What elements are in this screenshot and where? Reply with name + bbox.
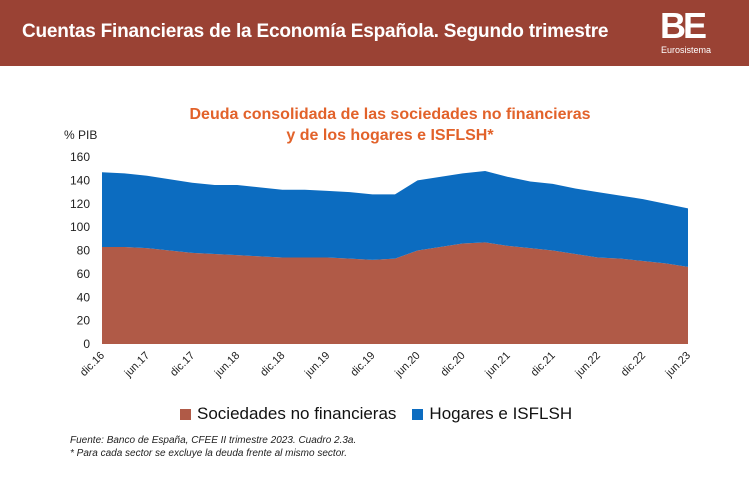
x-tick-label: dic.21 <box>529 350 558 379</box>
x-tick-label: dic.18 <box>258 350 287 379</box>
y-axis-unit: % PIB <box>64 128 98 142</box>
chart-title-line-1: Deuda consolidada de las sociedades no f… <box>189 106 591 123</box>
y-tick-label: 20 <box>77 314 91 328</box>
x-tick-label: jun.22 <box>573 350 603 380</box>
x-tick-label: dic.19 <box>348 350 377 379</box>
banco-espana-logo: BE Eurosistema <box>660 6 730 60</box>
legend-label-sociedades: Sociedades no financieras <box>197 404 397 423</box>
legend-item-sociedades: Sociedades no financieras <box>180 404 396 424</box>
chart-legend: Sociedades no financieras Hogares e ISFL… <box>180 403 588 425</box>
x-tick-label: dic.17 <box>168 350 197 379</box>
legend-item-hogares: Hogares e ISFLSH <box>412 404 572 424</box>
x-tick-label: jun.18 <box>212 350 242 380</box>
y-tick-label: 80 <box>77 244 91 258</box>
logo-subtitle: Eurosistema <box>661 45 712 55</box>
x-tick-label: dic.22 <box>619 350 648 379</box>
y-tick-label: 120 <box>70 197 90 211</box>
x-tick-label: jun.19 <box>302 350 332 380</box>
chart-title: Deuda consolidada de las sociedades no f… <box>100 104 680 146</box>
x-tick-label: dic.16 <box>78 350 107 379</box>
y-tick-label: 60 <box>77 267 91 281</box>
y-tick-label: 160 <box>70 150 90 164</box>
x-tick-label: jun.21 <box>482 350 512 380</box>
header-bar: Cuentas Financieras de la Economía Españ… <box>0 0 749 66</box>
x-tick-label: jun.20 <box>392 350 422 380</box>
y-tick-label: 40 <box>77 290 91 304</box>
legend-label-hogares: Hogares e ISFLSH <box>429 404 573 423</box>
area-sociedades-no-financieras <box>102 242 688 344</box>
x-tick-label: dic.20 <box>438 350 467 379</box>
source-note: Fuente: Banco de España, CFEE II trimest… <box>70 434 356 460</box>
source-line: Fuente: Banco de España, CFEE II trimest… <box>70 435 357 446</box>
chart-areas <box>102 171 688 344</box>
x-tick-label: jun.23 <box>663 350 693 380</box>
logo-mark: BE <box>660 5 707 46</box>
y-tick-label: 140 <box>70 173 90 187</box>
y-tick-label: 0 <box>83 337 90 351</box>
x-axis: dic.16 jun.17 dic.17 jun.18 dic.18 jun.19 dic.… <box>78 350 693 380</box>
x-tick-label: jun.17 <box>122 350 152 380</box>
chart-title-line-2: y de los hogares e ISFLSH* <box>286 127 494 144</box>
legend-swatch-sociedades <box>180 408 191 420</box>
y-tick-label: 100 <box>70 220 90 234</box>
footnote-line: * Para cada sector se excluye la deuda f… <box>70 448 347 459</box>
legend-swatch-hogares <box>412 408 424 420</box>
y-axis: 0 20 40 60 80 100 120 140 160 <box>70 150 90 351</box>
page-title: Cuentas Financieras de la Economía Españ… <box>22 21 609 42</box>
area-hogares-isflsh <box>102 171 688 267</box>
